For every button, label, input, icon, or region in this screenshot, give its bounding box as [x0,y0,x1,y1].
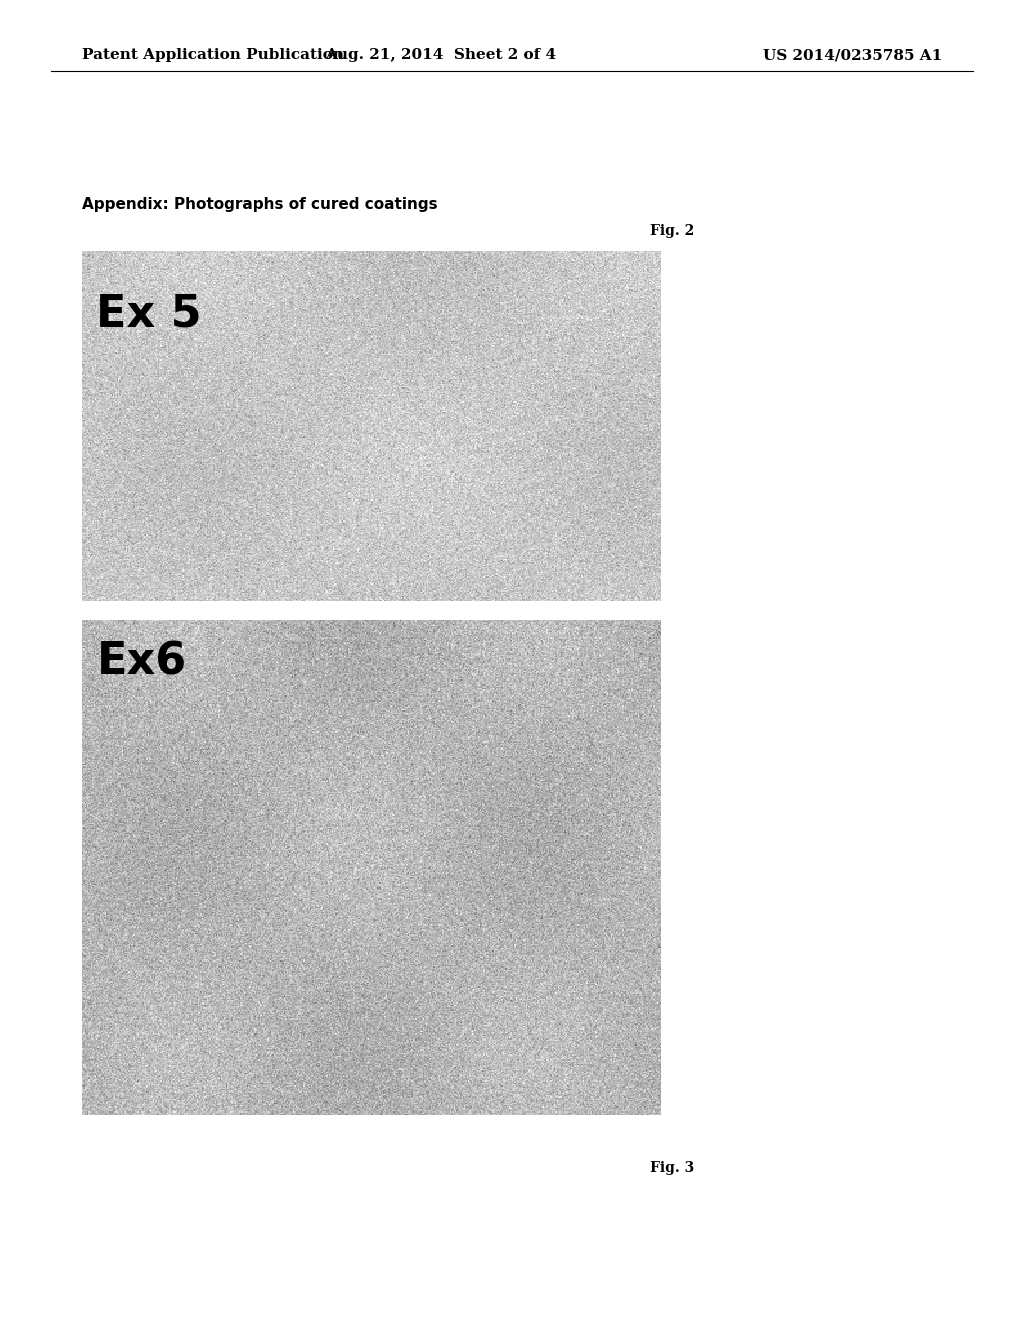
Text: Ex 5: Ex 5 [96,293,202,335]
Text: Fig. 2: Fig. 2 [650,224,694,238]
Text: Aug. 21, 2014  Sheet 2 of 4: Aug. 21, 2014 Sheet 2 of 4 [325,49,556,62]
Text: Ex6: Ex6 [96,640,186,684]
Text: Appendix: Photographs of cured coatings: Appendix: Photographs of cured coatings [82,197,437,213]
Text: Fig. 3: Fig. 3 [650,1162,694,1175]
Text: US 2014/0235785 A1: US 2014/0235785 A1 [763,49,942,62]
Text: Patent Application Publication: Patent Application Publication [82,49,344,62]
